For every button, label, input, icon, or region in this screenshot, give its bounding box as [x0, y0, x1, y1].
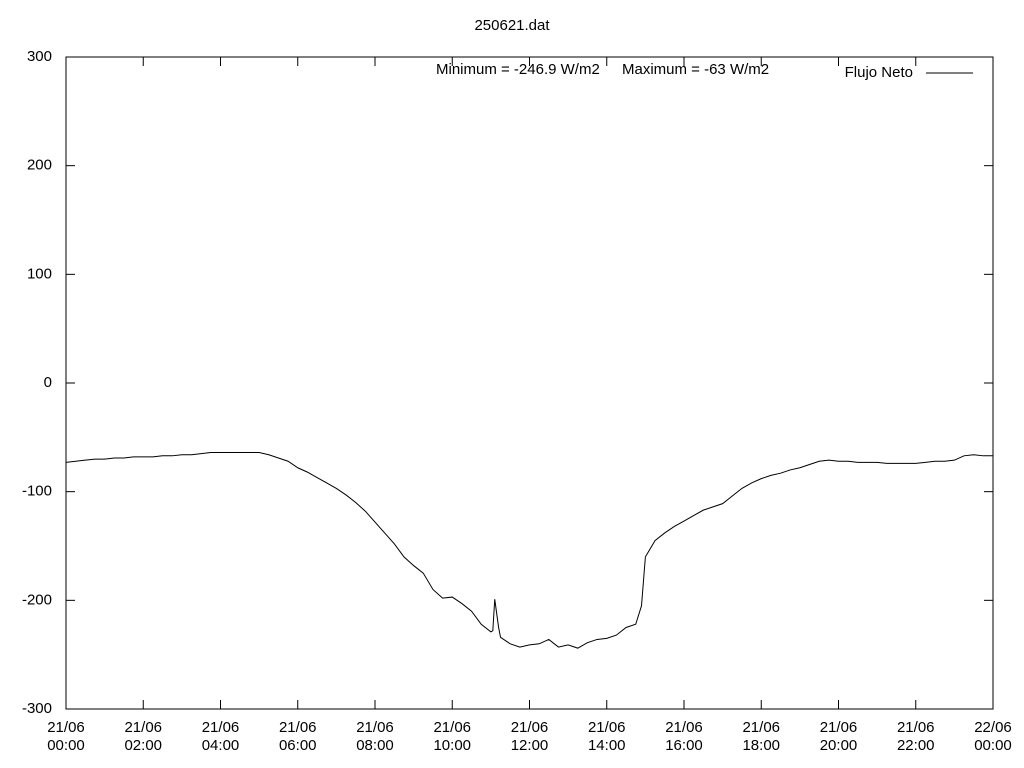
x-tick-label: 22/06 00:00 [974, 719, 1012, 754]
x-tick-label: 21/06 00:00 [47, 719, 85, 754]
y-tick-label: -200 [22, 591, 52, 608]
y-tick-label: -100 [22, 483, 52, 500]
chart-title: 250621.dat [474, 17, 550, 34]
y-tick-label: 0 [44, 374, 52, 391]
x-tick-label: 21/06 18:00 [742, 719, 781, 754]
data-line [65, 452, 993, 649]
legend-label: Flujo Neto [845, 64, 913, 81]
annotation: Minimum = -246.9 W/m2 [436, 61, 600, 78]
x-tick-label: 21/06 04:00 [201, 719, 240, 754]
x-tick-label: 21/06 22:00 [896, 719, 935, 754]
annotation: Maximum = -63 W/m2 [622, 61, 769, 78]
x-tick-label: 21/06 06:00 [278, 719, 317, 754]
plot-frame [65, 56, 994, 710]
x-tick-label: 21/06 20:00 [819, 719, 858, 754]
x-tick-label: 21/06 08:00 [356, 719, 394, 754]
x-tick-label: 21/06 10:00 [433, 719, 472, 754]
x-tick-label: 21/06 14:00 [587, 719, 626, 754]
x-tick-label: 21/06 02:00 [124, 719, 163, 754]
y-tick-label: -300 [22, 700, 52, 717]
y-tick-label: 300 [27, 48, 52, 65]
x-tick-label: 21/06 12:00 [510, 719, 549, 754]
y-tick-label: 100 [27, 265, 52, 282]
y-tick-label: 200 [27, 157, 52, 174]
x-tick-label: 21/06 16:00 [665, 719, 703, 754]
